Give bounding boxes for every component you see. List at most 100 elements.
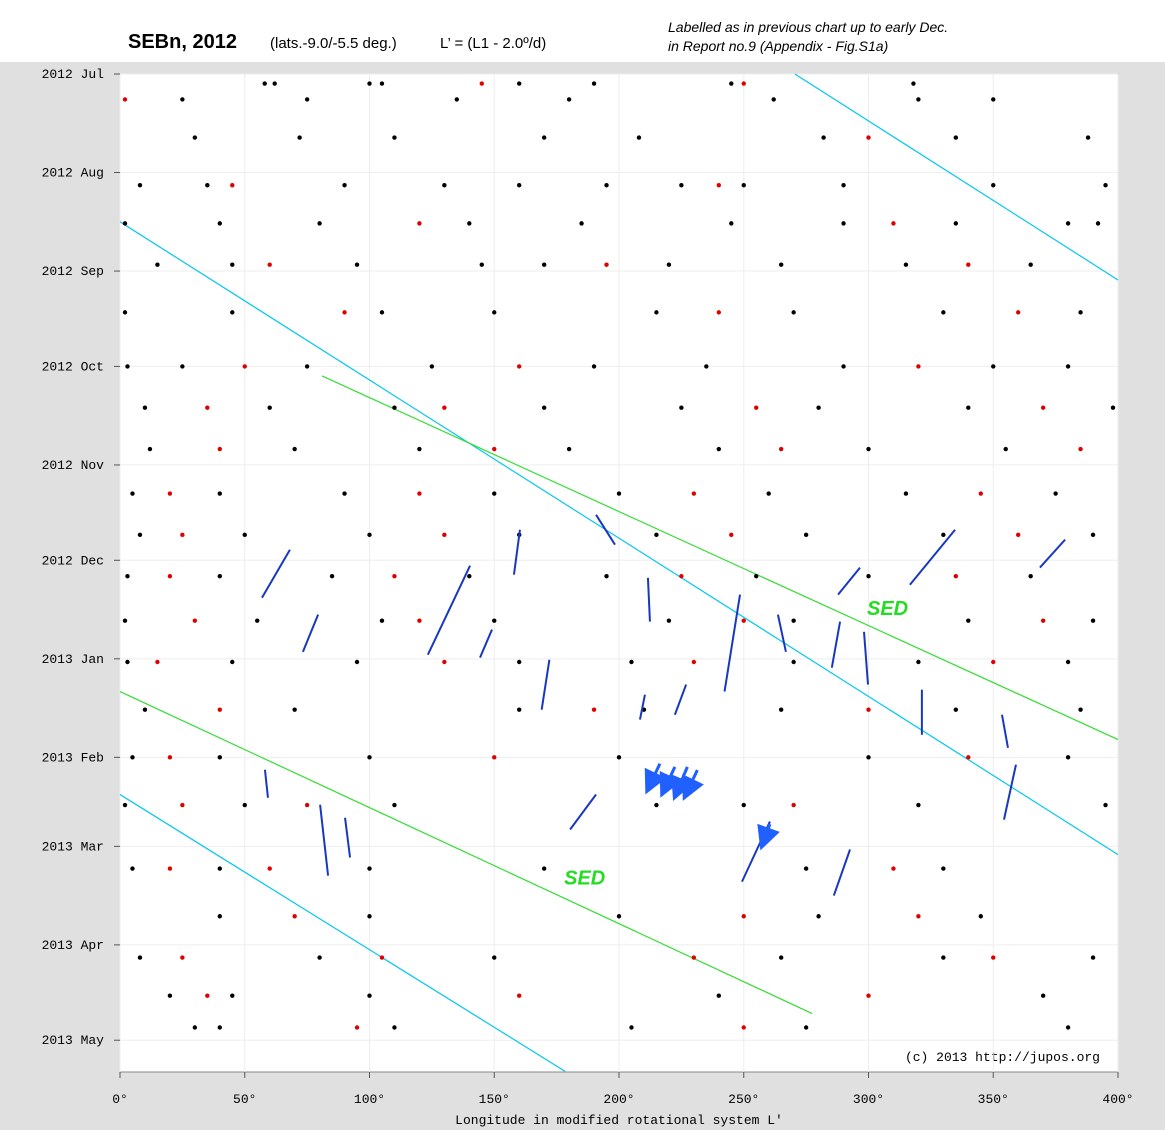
y-tick-label: 2013 Apr: [42, 938, 104, 953]
data-point: [180, 532, 185, 538]
data-point: [704, 364, 709, 369]
x-axis-label: Longitude in modified rotational system …: [455, 1113, 783, 1128]
data-point: [272, 81, 277, 86]
data-point: [1065, 659, 1071, 665]
data-point: [1103, 183, 1108, 188]
data-point: [953, 221, 959, 226]
data-point: [991, 364, 996, 369]
data-point: [591, 81, 597, 86]
data-point: [778, 262, 784, 267]
data-point: [654, 802, 659, 808]
data-point: [1040, 993, 1046, 998]
data-point: [754, 573, 759, 579]
y-tick-label: 2013 Mar: [42, 839, 104, 854]
y-tick-label: 2012 Sep: [42, 264, 104, 279]
data-point: [442, 405, 447, 410]
data-point: [691, 955, 697, 960]
arrow: [659, 766, 682, 798]
data-point: [741, 1025, 746, 1030]
data-point: [903, 262, 909, 267]
data-point: [180, 955, 185, 960]
data-point: [155, 262, 160, 267]
drift-line: [321, 375, 1119, 741]
data-point: [217, 866, 222, 871]
track: [479, 629, 493, 658]
data-point: [125, 573, 130, 579]
track: [426, 565, 471, 656]
data-point: [866, 707, 871, 712]
track: [1003, 764, 1017, 820]
data-point: [1090, 532, 1096, 538]
data-point: [654, 532, 659, 538]
data-point: [230, 993, 235, 998]
arrow: [757, 823, 780, 851]
data-point: [354, 659, 360, 665]
y-tick-label: 2013 May: [42, 1033, 105, 1048]
arrow: [671, 766, 694, 802]
track: [723, 594, 741, 692]
y-tick-label: 2012 Nov: [42, 458, 105, 473]
data-point: [155, 659, 160, 665]
data-point: [242, 364, 247, 369]
data-point: [142, 405, 148, 410]
data-point: [217, 755, 222, 760]
data-point: [180, 97, 185, 102]
data-point: [137, 183, 143, 188]
data-point: [367, 81, 372, 86]
data-point: [666, 262, 672, 267]
data-point: [866, 135, 871, 140]
data-point: [966, 405, 971, 410]
data-point: [616, 755, 622, 760]
y-tick-label: 2012 Aug: [42, 166, 104, 181]
data-point: [367, 532, 372, 538]
data-point: [654, 310, 659, 315]
track: [569, 793, 597, 831]
data-point: [454, 97, 460, 102]
y-tick-label: 2012 Dec: [42, 553, 104, 568]
data-point: [916, 97, 921, 102]
data-point: [903, 491, 909, 496]
x-tick-label: 300°: [853, 1092, 884, 1107]
data-point: [841, 364, 846, 369]
data-point: [130, 755, 135, 760]
data-point: [392, 802, 397, 808]
data-point: [417, 446, 422, 452]
data-point: [816, 405, 821, 410]
x-tick-label: 150°: [479, 1092, 510, 1107]
data-point: [130, 491, 135, 496]
data-point: [978, 491, 983, 496]
data-point: [217, 707, 222, 712]
data-point: [342, 310, 347, 315]
data-point: [729, 221, 734, 226]
data-point: [778, 446, 784, 452]
data-point: [205, 993, 210, 998]
data-point: [754, 405, 759, 410]
data-point: [230, 310, 235, 315]
track: [830, 621, 842, 668]
data-point: [803, 1025, 809, 1030]
chart-title: SEBn, 2012: [128, 31, 237, 53]
data-point: [255, 618, 260, 623]
data-point: [317, 221, 322, 226]
data-point: [1065, 755, 1071, 760]
data-point: [517, 364, 522, 369]
data-point: [966, 618, 971, 623]
annotation: SED: [867, 598, 908, 620]
data-point: [1016, 532, 1021, 538]
data-point: [242, 802, 247, 808]
x-tick-label: 50°: [233, 1092, 256, 1107]
data-point: [167, 993, 173, 998]
annotation: SED: [564, 867, 605, 889]
data-point: [541, 262, 547, 267]
credit: (c) 2013 http://jupos.org: [905, 1050, 1100, 1065]
track: [595, 514, 616, 546]
data-point: [566, 97, 572, 102]
track: [638, 694, 646, 720]
data-point: [941, 310, 946, 315]
data-point: [205, 183, 210, 188]
data-point: [122, 97, 128, 102]
data-point: [217, 1025, 222, 1030]
data-point: [629, 1025, 634, 1030]
data-point: [591, 707, 597, 712]
data-point: [517, 183, 522, 188]
